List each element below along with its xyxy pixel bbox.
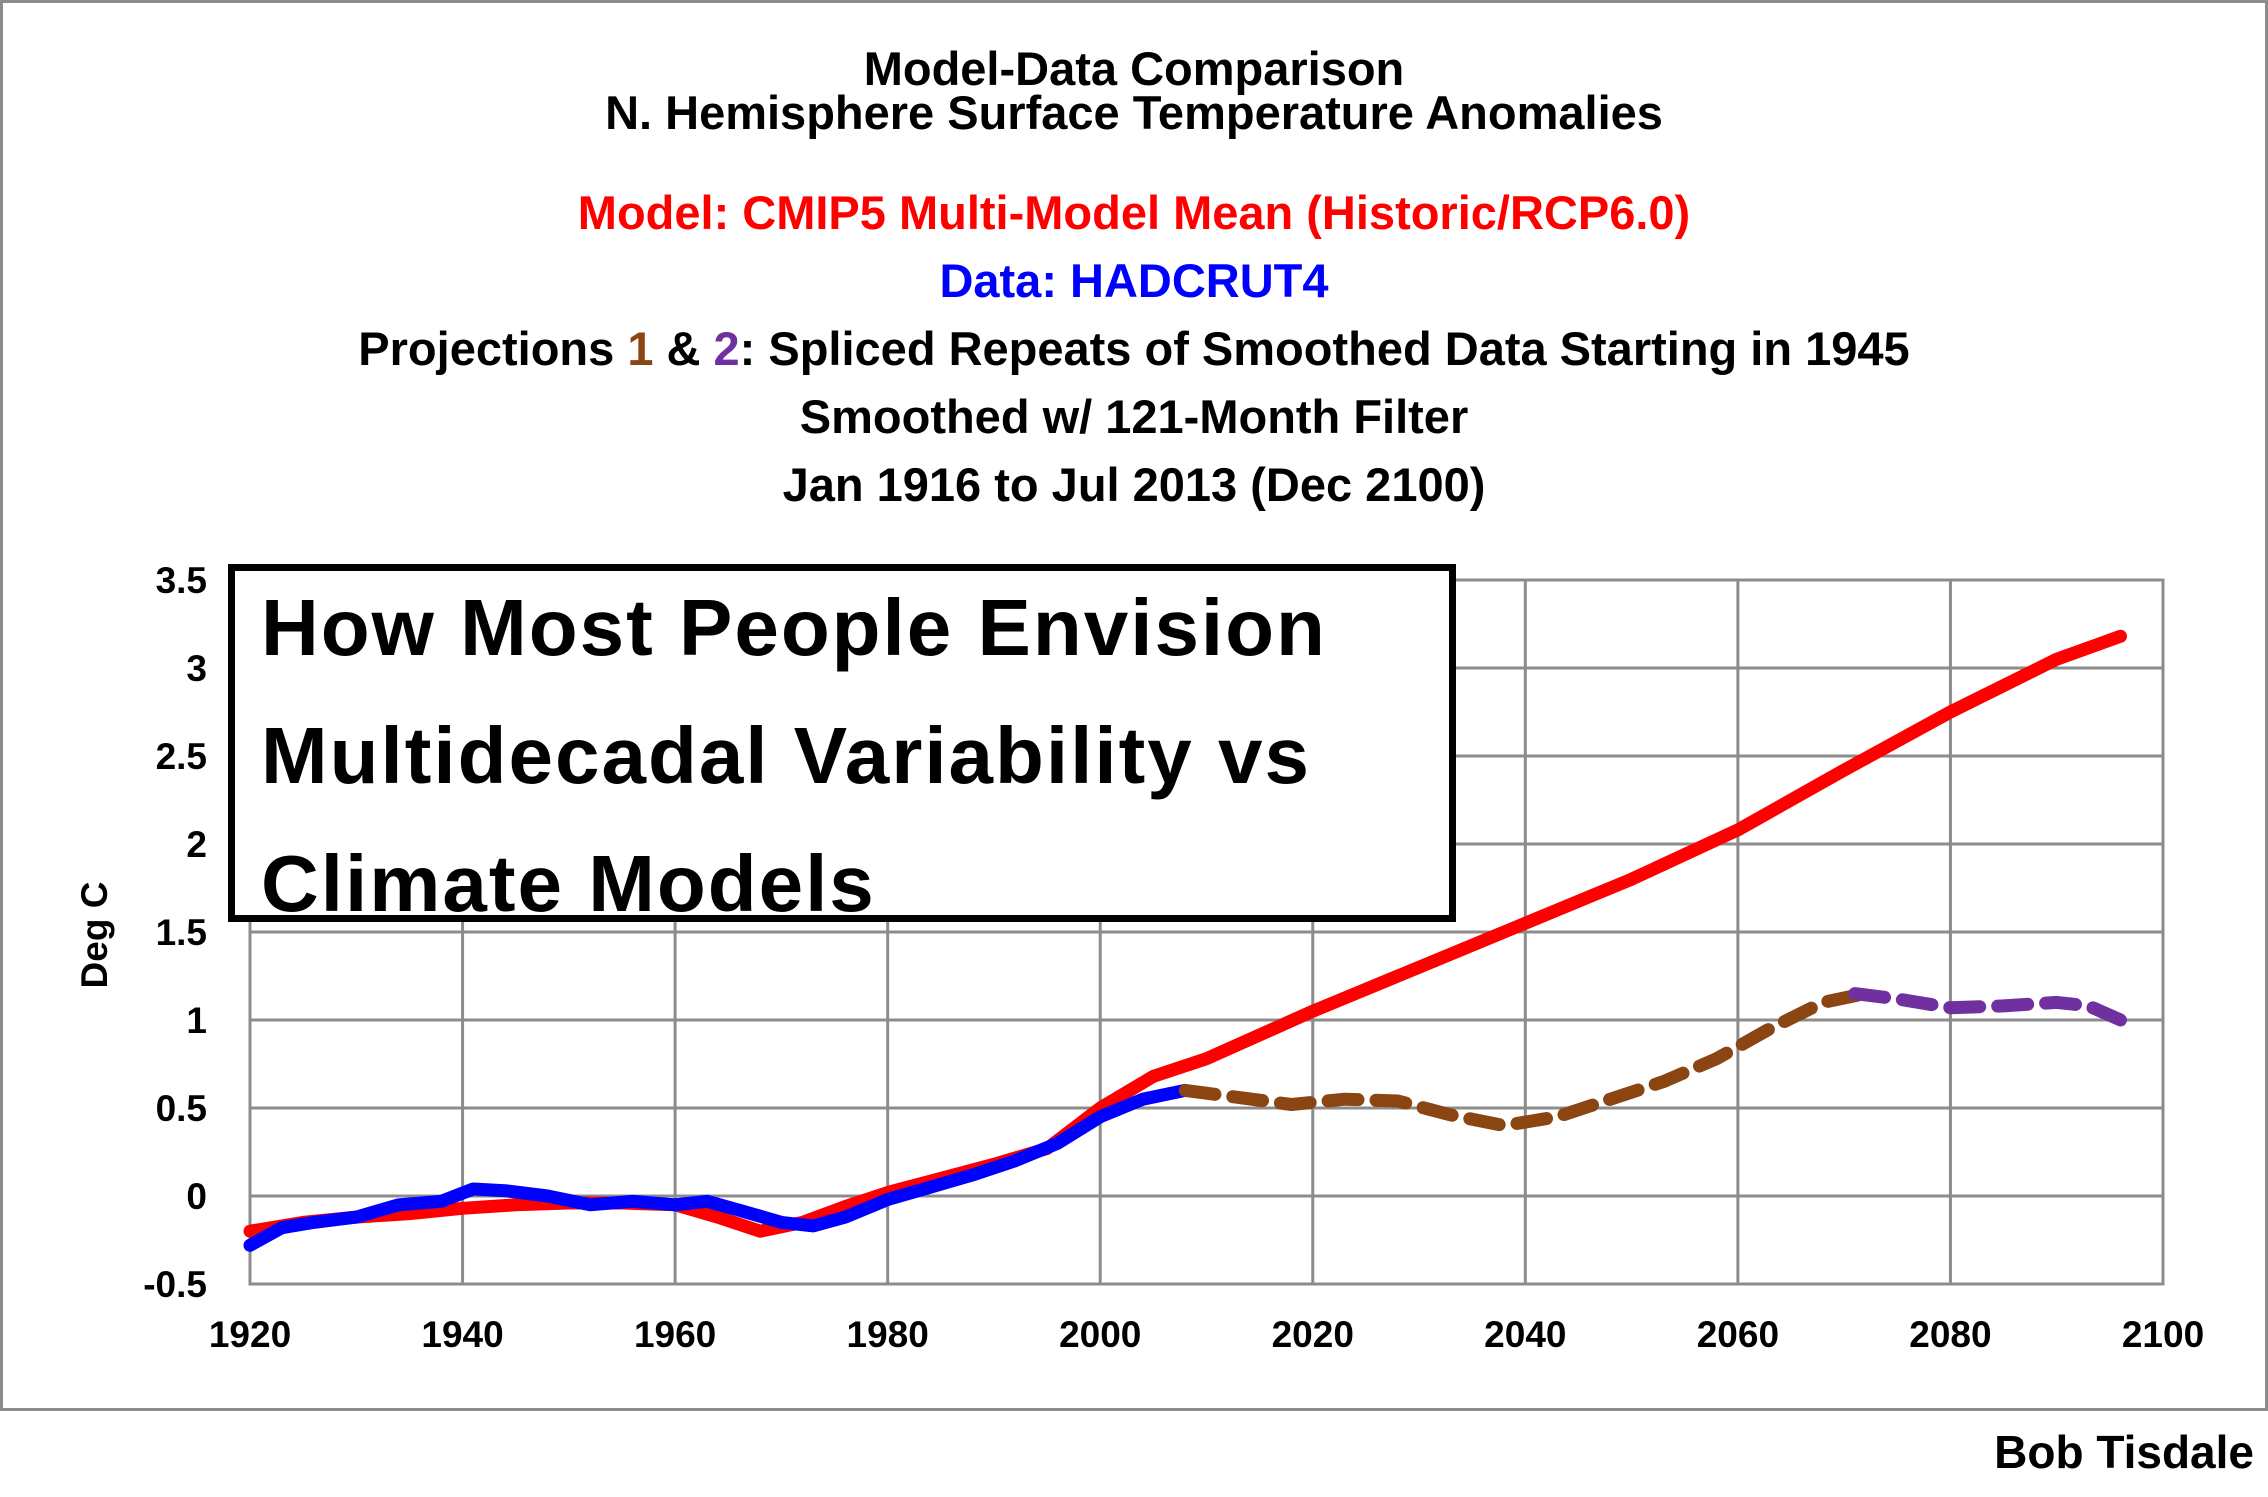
data-series-line [243, 1083, 1192, 1252]
y-tick-label: 0 [186, 1176, 207, 1217]
period-title: Jan 1916 to Jul 2013 (Dec 2100) [782, 458, 1486, 511]
projections-suffix: : Spliced Repeats of Smoothed Data Start… [739, 322, 1910, 375]
y-tick-label: 1 [186, 1000, 207, 1041]
y-tick-label: 0.5 [156, 1088, 207, 1129]
series-layer [243, 629, 2127, 1252]
x-tick-label: 2020 [1272, 1314, 1354, 1355]
x-tick-label: 2000 [1059, 1314, 1141, 1355]
x-tick-label: 1940 [421, 1314, 503, 1355]
smoothing-title: Smoothed w/ 121-Month Filter [799, 390, 1469, 443]
x-tick-label: 2080 [1909, 1314, 1991, 1355]
x-tick-label: 1980 [847, 1314, 929, 1355]
y-tick-label: 3 [186, 648, 207, 689]
callout-line-1: How Most People Envision [261, 583, 1327, 672]
model-series-title: Model: CMIP5 Multi-Model Mean (Historic/… [577, 186, 1691, 239]
x-tick-label: 2060 [1697, 1314, 1779, 1355]
projections-prefix: Projections [358, 322, 628, 375]
y-tick-label: 2.5 [156, 736, 207, 777]
axis-ticks: 1920 1940 1960 1980 2000 2020 2040 2060 2080 2100… [143, 560, 2204, 1355]
y-axis-label: Deg C [74, 882, 115, 989]
x-tick-label: 2040 [1484, 1314, 1566, 1355]
projection-1-line [1178, 987, 1872, 1133]
projections-title: Projections 1 & 2: Spliced Repeats of Sm… [0, 320, 2268, 378]
callout-line-3: Climate Models [261, 839, 876, 928]
callout-line-2: Multidecadal Variability vs [261, 711, 1311, 800]
y-tick-label: 3.5 [156, 560, 207, 601]
x-tick-label: 1960 [634, 1314, 716, 1355]
projection-2-label: 2 [713, 322, 740, 375]
chart-subtitle: N. Hemisphere Surface Temperature Anomal… [605, 86, 1663, 139]
projection-2-line [1848, 987, 2127, 1027]
data-series-title: Data: HADCRUT4 [939, 254, 1329, 307]
y-tick-label: 1.5 [156, 912, 207, 953]
callout-box: How Most People Envision Multidecadal Va… [228, 564, 1456, 928]
x-tick-label: 2100 [2122, 1314, 2204, 1355]
y-tick-label: -0.5 [143, 1264, 207, 1305]
projection-1-label: 1 [627, 322, 654, 375]
chart-title: Model-Data Comparison [863, 42, 1405, 95]
author-credit: Bob Tisdale [1994, 1426, 2254, 1478]
x-tick-label: 1920 [209, 1314, 291, 1355]
projections-amp: & [653, 322, 714, 375]
y-tick-label: 2 [186, 824, 207, 865]
